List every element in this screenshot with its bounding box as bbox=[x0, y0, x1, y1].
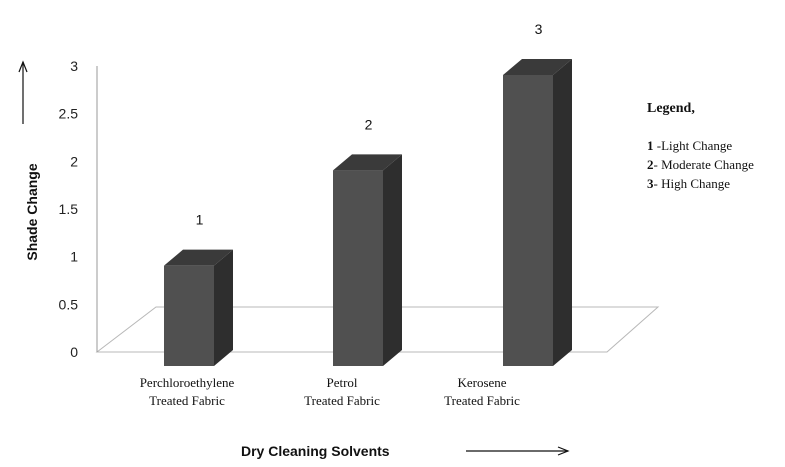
bar bbox=[164, 249, 233, 366]
legend-title: Legend, bbox=[647, 101, 695, 116]
category-label: Petrol Treated Fabric bbox=[304, 375, 380, 408]
y-axis-title: Shade Change bbox=[24, 163, 40, 260]
data-labels: 1 2 3 bbox=[196, 21, 543, 228]
y-tick-label: 2.5 bbox=[59, 106, 79, 122]
bar-front-face bbox=[503, 75, 553, 366]
bar-side-face bbox=[214, 249, 233, 366]
y-axis-arrow-icon bbox=[18, 60, 28, 124]
bar-side-face bbox=[553, 59, 572, 366]
bar-front-face bbox=[164, 265, 214, 366]
data-label: 1 bbox=[196, 212, 204, 228]
bar-top-face bbox=[503, 59, 572, 75]
x-axis-arrow-icon bbox=[466, 446, 570, 456]
bar-top-face bbox=[333, 154, 402, 171]
y-tick-label: 2 bbox=[70, 153, 78, 169]
legend-item: 1 -Light Change bbox=[647, 138, 732, 153]
legend: Legend, 1 -Light Change 2- Moderate Chan… bbox=[647, 101, 754, 191]
bar-front-face bbox=[333, 170, 383, 366]
y-tick-labels: 0 0.5 1 1.5 2 2.5 3 bbox=[59, 58, 79, 360]
bars bbox=[164, 59, 572, 366]
bar bbox=[333, 154, 402, 366]
category-label: Kerosene Treated Fabric bbox=[444, 375, 520, 408]
bar-top-face bbox=[164, 249, 233, 266]
y-tick-label: 3 bbox=[70, 58, 78, 74]
bar-side-face bbox=[383, 154, 402, 366]
data-label: 2 bbox=[365, 116, 373, 132]
y-tick-label: 0 bbox=[70, 344, 78, 360]
y-tick-label: 0.5 bbox=[59, 296, 79, 312]
category-labels: Perchloroethylene Treated Fabric Petrol Tre… bbox=[140, 375, 520, 408]
y-tick-label: 1 bbox=[70, 249, 78, 265]
data-label: 3 bbox=[535, 21, 543, 37]
y-tick-label: 1.5 bbox=[59, 201, 79, 217]
x-axis-title: Dry Cleaning Solvents bbox=[241, 443, 390, 459]
legend-item: 2- Moderate Change bbox=[647, 157, 754, 172]
category-label: Perchloroethylene Treated Fabric bbox=[140, 375, 235, 408]
bar bbox=[503, 59, 572, 366]
legend-item: 3- High Change bbox=[647, 176, 730, 191]
